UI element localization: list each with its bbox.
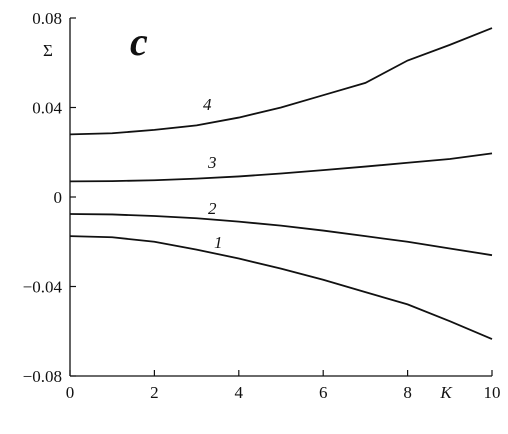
- curve-label: 3: [207, 153, 217, 172]
- y-tick-label: 0.08: [32, 9, 62, 28]
- y-tick-label: 0.04: [32, 99, 62, 118]
- x-tick-label: 0: [66, 383, 75, 402]
- x-tick-label: 2: [150, 383, 159, 402]
- curve-label: 1: [214, 233, 223, 252]
- x-tick-label: 6: [319, 383, 328, 402]
- y-tick-label: −0.08: [23, 367, 62, 386]
- x-tick-label: 8: [403, 383, 412, 402]
- y-tick-label: 0: [54, 188, 63, 207]
- line-series: [69, 152, 493, 183]
- curve-label: 4: [203, 95, 212, 114]
- x-axis-label: K: [439, 383, 453, 402]
- x-tick-label: 10: [484, 383, 501, 402]
- line-series: [69, 27, 493, 136]
- line-series: [69, 213, 493, 257]
- y-tick-label: −0.04: [23, 278, 63, 297]
- line-series: [69, 235, 493, 340]
- y-axis-label: Σ: [43, 41, 53, 60]
- curve-label: 2: [208, 199, 217, 218]
- x-tick-label: 4: [235, 383, 244, 402]
- panel-label: c: [130, 19, 148, 64]
